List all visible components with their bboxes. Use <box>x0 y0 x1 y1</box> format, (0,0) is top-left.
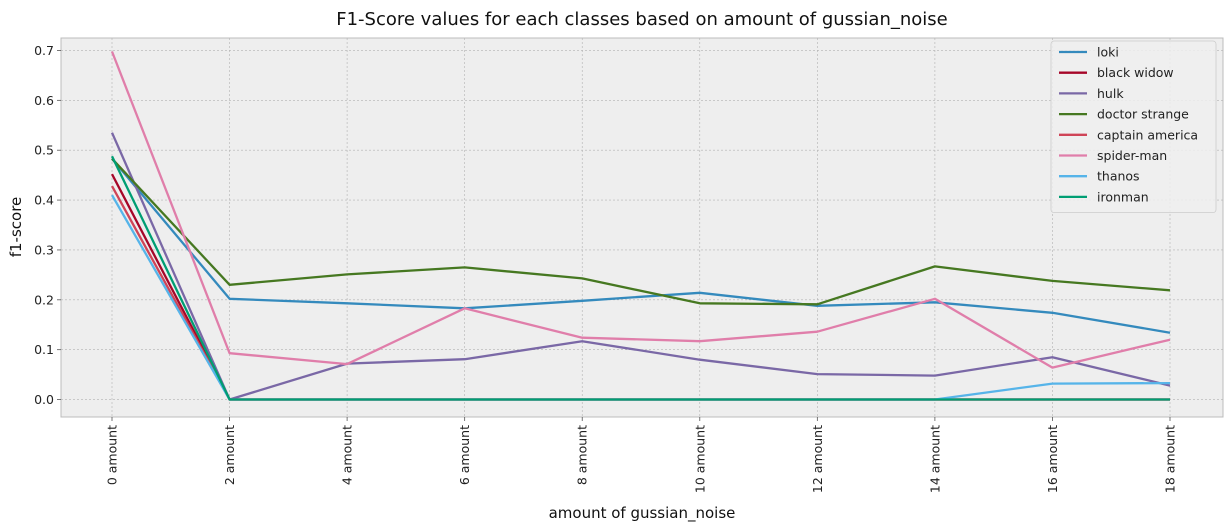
x-tick-label: 8 amount <box>575 425 590 485</box>
y-tick-label: 0.5 <box>34 143 54 158</box>
series-layer <box>110 51 1171 401</box>
x-axis-label: amount of gussian_noise <box>549 504 736 523</box>
legend-label: hulk <box>1097 86 1124 101</box>
x-tick-label: 0 amount <box>105 425 120 485</box>
y-tick-label: 0.3 <box>34 242 54 257</box>
x-tick-label: 12 amount <box>810 425 825 493</box>
legend-label: black widow <box>1097 65 1174 80</box>
series-line-spider-man <box>110 51 1171 369</box>
y-tick-label: 0.4 <box>34 193 54 208</box>
legend-label: loki <box>1097 45 1119 60</box>
series-line-ironman <box>110 155 1170 401</box>
x-tick-label: 10 amount <box>692 425 707 493</box>
x-tick-label: 2 amount <box>222 425 237 485</box>
chart-title: F1-Score values for each classes based o… <box>336 9 948 30</box>
legend-label: ironman <box>1097 189 1149 204</box>
legend-label: thanos <box>1097 169 1140 184</box>
legend-label: doctor strange <box>1097 107 1189 122</box>
series-line-hulk <box>110 132 1171 401</box>
x-tick-label: 18 amount <box>1163 425 1178 493</box>
x-tick-label: 6 amount <box>457 425 472 485</box>
legend-label: spider-man <box>1097 148 1167 163</box>
series-line-loki <box>111 157 1171 334</box>
series-line-doctor-strange <box>111 157 1171 306</box>
y-axis-label: f1-score <box>7 197 25 258</box>
y-tick-label: 0.7 <box>34 43 54 58</box>
x-tick-labels: 0 amount 2 amount 4 amount 6 amount 8 amount… <box>105 417 1178 493</box>
y-tick-labels: 0.0 0.1 0.2 0.3 0.4 0.5 0.6 0.7 <box>34 43 61 407</box>
y-tick-label: 0.6 <box>34 93 54 108</box>
plot-area <box>60 37 1224 418</box>
legend: loki black widow hulk doctor strange captain… <box>1050 40 1217 214</box>
y-tick-label: 0.0 <box>34 392 54 407</box>
x-tick-label: 4 amount <box>340 425 355 485</box>
legend-box <box>1050 40 1217 214</box>
legend-label: captain america <box>1097 127 1198 142</box>
x-tick-label: 14 amount <box>927 425 942 493</box>
x-tick-label: 16 amount <box>1045 425 1060 493</box>
y-tick-label: 0.1 <box>34 342 54 357</box>
y-tick-label: 0.2 <box>34 292 54 307</box>
